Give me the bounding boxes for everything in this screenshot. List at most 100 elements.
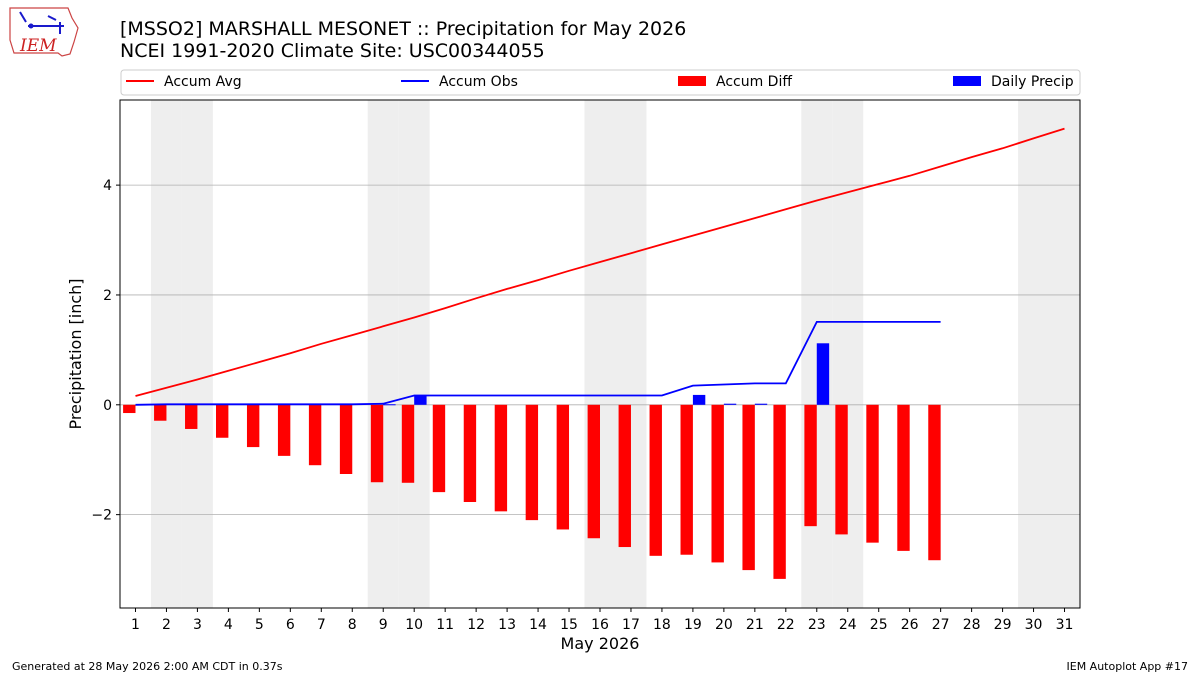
- x-tick-label: 7: [317, 617, 326, 633]
- weekend-band-day-2: [150, 100, 182, 608]
- footer-generated: Generated at 28 May 2026 2:00 AM CDT in …: [12, 660, 283, 673]
- x-tick-label: 22: [777, 617, 795, 633]
- x-tick-label: 2: [162, 617, 171, 633]
- accum-diff-bar: [618, 404, 631, 548]
- iem-logo: IEM: [9, 7, 79, 57]
- accum-diff-bar: [804, 404, 817, 527]
- accum-diff-bar: [246, 404, 260, 448]
- x-tick-label: 27: [932, 617, 950, 633]
- bar-series: [123, 343, 941, 579]
- accum-diff-bar: [525, 404, 539, 521]
- accum-diff-bar: [866, 404, 879, 543]
- x-tick-label: 1: [131, 617, 140, 633]
- weekend-band-day-10: [398, 100, 430, 608]
- weekend-band-day-9: [367, 100, 399, 608]
- accum-diff-bar: [432, 404, 446, 493]
- x-tick-label: 17: [622, 617, 640, 633]
- accum-diff-bar: [649, 404, 662, 556]
- x-tick-label: 13: [498, 617, 516, 633]
- chart-title: [MSSO2] MARSHALL MESONET :: Precipitatio…: [120, 18, 686, 40]
- accum-diff-bar: [339, 404, 353, 474]
- x-tick-label: 31: [1056, 617, 1074, 633]
- y-axis: −2 0 2 4: [91, 178, 120, 524]
- x-tick-label: 28: [963, 617, 981, 633]
- accum-diff-bar: [897, 404, 910, 551]
- x-tick-label: 9: [379, 617, 388, 633]
- daily-precip-bar: [816, 343, 830, 405]
- legend: Accum Avg Accum Obs Accum Diff Daily Precip: [120, 69, 1081, 96]
- daily-precip-bar: [414, 394, 427, 405]
- accum-diff-bar: [154, 404, 167, 421]
- y-tick-label: 4: [103, 178, 112, 194]
- legend-swatch-accum-diff: [678, 76, 706, 86]
- y-tick-label: −2: [91, 508, 112, 524]
- accum-diff-bar: [680, 404, 693, 555]
- y-axis-label: Precipitation [inch]: [66, 278, 85, 429]
- daily-precip-bar: [723, 403, 737, 405]
- accum-diff-bar: [185, 404, 198, 429]
- accum-diff-bar: [401, 404, 415, 483]
- x-tick-label: 19: [684, 617, 702, 633]
- legend-label-accum-avg: Accum Avg: [164, 74, 242, 90]
- accum-diff-bar: [277, 404, 291, 456]
- accum-obs-line: [135, 320, 941, 406]
- x-tick-label: 16: [591, 617, 609, 633]
- legend-label-accum-diff: Accum Diff: [716, 74, 792, 90]
- accum-diff-bar: [216, 404, 229, 438]
- x-tick-label: 15: [560, 617, 578, 633]
- line-series: [135, 127, 1065, 406]
- x-tick-label: 10: [405, 617, 423, 633]
- legend-frame: [120, 69, 1081, 96]
- y-tick-label: 2: [103, 288, 112, 304]
- logo-text: IEM: [19, 36, 57, 56]
- accum-avg-line: [135, 127, 1065, 397]
- accum-diff-bar: [711, 404, 724, 563]
- x-tick-label: 14: [529, 617, 547, 633]
- chart-subtitle: NCEI 1991-2020 Climate Site: USC00344055: [120, 40, 545, 62]
- weekend-band-day-31: [1049, 100, 1080, 608]
- legend-label-daily-precip: Daily Precip: [991, 74, 1074, 90]
- x-tick-label: 24: [839, 617, 857, 633]
- x-tick-label: 12: [467, 617, 485, 633]
- legend-label-accum-obs: Accum Obs: [439, 74, 518, 90]
- accum-diff-bar: [370, 404, 384, 483]
- x-tick-label: 18: [653, 617, 671, 633]
- x-axis: 1 2 3 4 5 6 7 8 9 10 11 12 13 14 15 16 17 18 19 20 21 22 23 24 2…: [131, 608, 1073, 633]
- weather-station-dot-icon: [28, 23, 34, 29]
- x-tick-label: 5: [255, 617, 264, 633]
- x-tick-label: 30: [1025, 617, 1043, 633]
- x-tick-label: 6: [286, 617, 295, 633]
- accum-diff-bar: [773, 404, 786, 579]
- accum-diff-bar: [463, 404, 477, 503]
- y-tick-label: 0: [103, 398, 112, 414]
- x-tick-label: 8: [348, 617, 357, 633]
- accum-diff-bar: [556, 404, 570, 530]
- legend-swatch-daily-precip: [953, 76, 981, 86]
- accum-diff-bar: [494, 404, 508, 512]
- x-tick-label: 29: [994, 617, 1012, 633]
- accum-diff-bar: [308, 404, 322, 466]
- accum-diff-bar: [123, 404, 136, 414]
- accum-diff-bar: [928, 404, 941, 561]
- x-tick-label: 20: [715, 617, 733, 633]
- weekend-band-day-3: [181, 100, 213, 608]
- accum-diff-bar: [835, 404, 848, 535]
- weather-station-icon: [19, 11, 64, 34]
- x-tick-label: 4: [224, 617, 233, 633]
- x-tick-label: 23: [808, 617, 826, 633]
- footer-app: IEM Autoplot App #17: [1067, 660, 1189, 673]
- x-tick-label: 21: [746, 617, 764, 633]
- x-tick-label: 26: [901, 617, 919, 633]
- x-tick-label: 25: [870, 617, 888, 633]
- x-axis-label: May 2026: [561, 634, 640, 653]
- daily-precip-bar: [692, 394, 706, 405]
- x-tick-label: 11: [436, 617, 454, 633]
- daily-precip-bar: [383, 404, 396, 406]
- x-tick-label: 3: [193, 617, 202, 633]
- accum-diff-bar: [742, 404, 755, 571]
- daily-precip-bar: [754, 403, 768, 405]
- iowa-state-outline-icon: [9, 7, 79, 57]
- accum-diff-bar: [587, 404, 600, 539]
- weekend-band-day-30: [1018, 100, 1050, 608]
